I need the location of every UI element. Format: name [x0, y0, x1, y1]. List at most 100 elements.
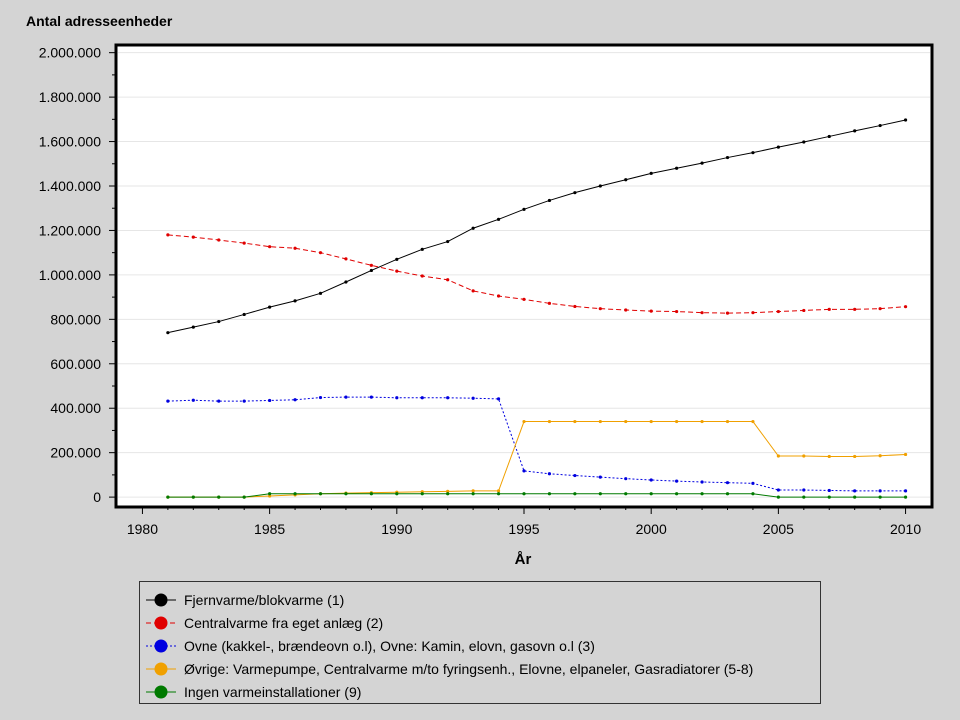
- data-point: [242, 241, 246, 245]
- data-point: [268, 305, 272, 309]
- data-point: [725, 311, 730, 315]
- data-point: [496, 217, 501, 221]
- series-3: [166, 395, 908, 493]
- data-point: [649, 478, 653, 482]
- data-point: [751, 151, 755, 155]
- x-tick-label: 2000: [636, 521, 667, 537]
- legend-swatch: [146, 662, 176, 675]
- legend-item: Fjernvarme/blokvarme (1): [144, 588, 820, 611]
- data-point: [268, 494, 272, 498]
- data-point: [700, 419, 704, 424]
- data-point: [496, 492, 501, 496]
- data-point: [598, 184, 602, 188]
- data-point: [598, 307, 602, 311]
- data-point: [853, 454, 857, 459]
- data-point: [522, 469, 526, 473]
- data-point: [624, 419, 628, 424]
- data-point: [420, 274, 424, 278]
- data-point: [776, 488, 780, 492]
- legend-item: Ovne (kakkel-, brændeovn o.l), Ovne: Kam…: [144, 634, 820, 657]
- x-tick-label: 1985: [254, 521, 285, 537]
- data-point: [547, 492, 552, 496]
- data-point: [369, 263, 373, 267]
- data-point: [547, 301, 552, 305]
- data-point: [853, 489, 857, 493]
- data-point: [675, 479, 679, 483]
- data-point: [242, 495, 246, 499]
- data-point: [903, 495, 908, 499]
- data-point: [903, 489, 908, 493]
- series-line: [167, 396, 906, 492]
- data-point: [878, 489, 882, 493]
- data-point: [522, 419, 526, 424]
- data-point: [624, 308, 628, 312]
- data-point: [395, 257, 399, 261]
- legend-swatch: [146, 593, 176, 606]
- data-point: [878, 495, 882, 499]
- data-point: [675, 309, 679, 314]
- y-tick-label: 200.000: [50, 445, 101, 461]
- data-point: [878, 454, 882, 458]
- series-2: [166, 233, 908, 315]
- data-point: [725, 492, 730, 496]
- series-1: [166, 118, 908, 335]
- data-point: [903, 305, 908, 309]
- data-point: [624, 178, 628, 182]
- data-point: [827, 495, 831, 499]
- grid-lines: [118, 52, 930, 498]
- y-tick-label: 1.000.000: [39, 267, 101, 283]
- data-point: [547, 419, 552, 424]
- data-point: [191, 325, 195, 329]
- data-point: [268, 492, 272, 496]
- data-point: [853, 307, 857, 311]
- data-point: [293, 246, 297, 250]
- data-point: [471, 396, 475, 400]
- y-axis-ticks: 0 200.000 400.000 600.000 800.000 1.000.000 1.…: [39, 45, 116, 505]
- data-point: [420, 492, 424, 496]
- data-point: [675, 419, 679, 424]
- data-point: [522, 492, 526, 496]
- data-point: [776, 495, 780, 499]
- x-tick-label: 2005: [763, 521, 794, 537]
- data-point: [751, 311, 755, 315]
- data-point: [166, 233, 170, 237]
- legend-label: Ovne (kakkel-, brændeovn o.l), Ovne: Kam…: [184, 637, 595, 654]
- data-point: [420, 396, 424, 400]
- data-point: [751, 419, 755, 424]
- y-tick-label: 800.000: [50, 311, 101, 327]
- data-point: [598, 419, 602, 424]
- y-tick-label: 600.000: [50, 356, 101, 372]
- data-point: [446, 239, 450, 244]
- data-point: [649, 171, 653, 175]
- data-point: [395, 396, 399, 400]
- legend-item: Centralvarme fra eget anlæg (2): [144, 611, 820, 634]
- data-point: [217, 495, 221, 499]
- data-point: [802, 454, 806, 458]
- data-point: [624, 477, 628, 481]
- data-point: [496, 489, 501, 493]
- data-point: [573, 473, 577, 478]
- series-line: [167, 493, 906, 498]
- data-point: [166, 331, 170, 335]
- data-point: [776, 309, 780, 314]
- data-point: [217, 399, 221, 403]
- legend-item: Ingen varmeinstallationer (9): [144, 680, 820, 703]
- legend-item: Øvrige: Varmepumpe, Centralvarme m/to fy…: [144, 657, 820, 680]
- series-line: [167, 421, 906, 498]
- data-point: [293, 299, 297, 303]
- data-point: [547, 198, 552, 203]
- data-point: [853, 129, 857, 133]
- series-line: [167, 119, 906, 334]
- series-lines: [166, 118, 908, 499]
- data-point: [471, 489, 475, 493]
- data-point: [675, 492, 679, 496]
- data-point: [166, 495, 170, 499]
- data-point: [700, 492, 704, 496]
- y-tick-label: 1.600.000: [39, 134, 101, 150]
- data-point: [827, 307, 831, 311]
- data-point: [903, 452, 908, 457]
- data-point: [496, 397, 501, 401]
- data-point: [369, 268, 373, 273]
- data-point: [827, 134, 831, 139]
- data-point: [318, 492, 323, 496]
